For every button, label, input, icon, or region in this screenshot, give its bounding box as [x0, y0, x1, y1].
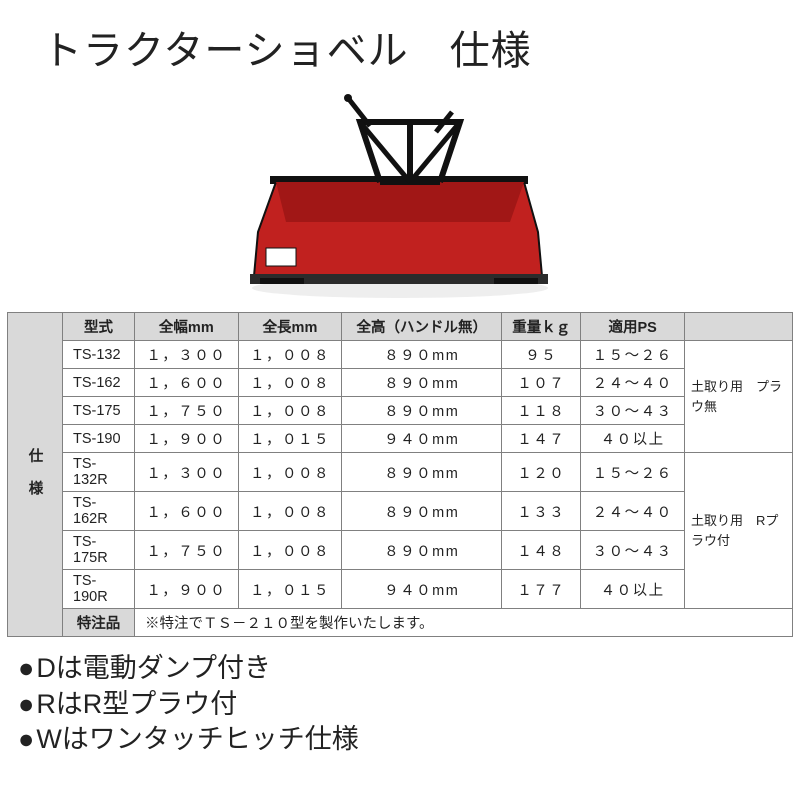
cell-ps: ３０～４３	[581, 397, 685, 425]
cell-ps: ４０以上	[581, 425, 685, 453]
cell-height: ９４０mm	[342, 570, 502, 609]
cell-ps: ２４～４０	[581, 492, 685, 531]
table-row: TS-190R １，９００ １，０１５ ９４０mm １７７ ４０以上	[8, 570, 793, 609]
cell-model: TS-175	[63, 397, 135, 425]
bullet-icon: ●	[18, 687, 34, 723]
cell-note-group2: 土取り用 Rプラウ付	[685, 453, 793, 609]
table-row: TS-162 １，６００ １，００８ ８９０mm １０７ ２４～４０	[8, 369, 793, 397]
cell-height: ８９０mm	[342, 453, 502, 492]
cell-length: １，００８	[238, 397, 342, 425]
cell-length: １，００８	[238, 453, 342, 492]
cell-weight: １３３	[502, 492, 581, 531]
table-row: TS-175 １，７５０ １，００８ ８９０mm １１８ ３０～４３	[8, 397, 793, 425]
cell-width: １，３００	[135, 341, 239, 369]
table-row: TS-132 １，３００ １，００８ ８９０mm ９５ １５～２６ 土取り用 プ…	[8, 341, 793, 369]
cell-length: １，００８	[238, 531, 342, 570]
cell-model: TS-132R	[63, 453, 135, 492]
spec-table-header-row: 仕様 型式 全幅mm 全長mm 全高（ハンドル無） 重量ｋｇ 適用PS	[8, 313, 793, 341]
cell-special-text: ※特注でＴＳ－２１０型を製作いたします。	[135, 609, 793, 637]
cell-height: ８９０mm	[342, 397, 502, 425]
col-model: 型式	[63, 313, 135, 341]
cell-ps: １５～２６	[581, 453, 685, 492]
table-special-row: 特注品 ※特注でＴＳ－２１０型を製作いたします。	[8, 609, 793, 637]
bullet-icon: ●	[18, 722, 34, 758]
cell-height: ８９０mm	[342, 492, 502, 531]
cell-model: TS-162	[63, 369, 135, 397]
cell-model: TS-132	[63, 341, 135, 369]
tractor-shovel-icon	[230, 92, 570, 302]
cell-ps: ３０～４３	[581, 531, 685, 570]
col-ps: 適用PS	[581, 313, 685, 341]
product-illustration	[0, 84, 800, 312]
bullet-icon: ●	[18, 651, 34, 687]
table-row: TS-190 １，９００ １，０１５ ９４０mm １４７ ４０以上	[8, 425, 793, 453]
list-item: ● RはR型プラウ付	[18, 687, 800, 723]
cell-weight: １４８	[502, 531, 581, 570]
list-item: ● Wはワンタッチヒッチ仕様	[18, 722, 800, 758]
cell-width: １，６００	[135, 492, 239, 531]
cell-model: TS-162R	[63, 492, 135, 531]
spec-table: 仕様 型式 全幅mm 全長mm 全高（ハンドル無） 重量ｋｇ 適用PS TS-1…	[7, 312, 793, 637]
cell-width: １，３００	[135, 453, 239, 492]
cell-weight: １４７	[502, 425, 581, 453]
cell-ps: ２４～４０	[581, 369, 685, 397]
cell-height: ８９０mm	[342, 369, 502, 397]
list-item-text: Wはワンタッチヒッチ仕様	[36, 722, 358, 758]
cell-length: １，００８	[238, 341, 342, 369]
table-row: TS-162R １，６００ １，００８ ８９０mm １３３ ２４～４０	[8, 492, 793, 531]
cell-width: １，７５０	[135, 397, 239, 425]
notes-list: ● Dは電動ダンプ付き ● RはR型プラウ付 ● Wはワンタッチヒッチ仕様	[0, 637, 800, 758]
col-weight: 重量ｋｇ	[502, 313, 581, 341]
cell-length: １，００８	[238, 492, 342, 531]
page-title: トラクターショベル 仕様	[0, 0, 800, 84]
cell-width: １，６００	[135, 369, 239, 397]
cell-weight: ９５	[502, 341, 581, 369]
cell-length: １，０１５	[238, 425, 342, 453]
cell-width: １，７５０	[135, 531, 239, 570]
col-width: 全幅mm	[135, 313, 239, 341]
col-note	[685, 313, 793, 341]
cell-model: TS-190R	[63, 570, 135, 609]
cell-ps: ４０以上	[581, 570, 685, 609]
cell-ps: １５～２６	[581, 341, 685, 369]
list-item-text: RはR型プラウ付	[36, 687, 237, 723]
spec-table-vhead: 仕様	[8, 313, 63, 637]
cell-model: TS-190	[63, 425, 135, 453]
cell-width: １，９００	[135, 425, 239, 453]
cell-note-group1: 土取り用 プラウ無	[685, 341, 793, 453]
table-row: TS-132R １，３００ １，００８ ８９０mm １２０ １５～２６ 土取り用…	[8, 453, 793, 492]
cell-weight: １０７	[502, 369, 581, 397]
cell-width: １，９００	[135, 570, 239, 609]
cell-length: １，００８	[238, 369, 342, 397]
list-item-text: Dは電動ダンプ付き	[36, 651, 271, 687]
col-height: 全高（ハンドル無）	[342, 313, 502, 341]
cell-length: １，０１５	[238, 570, 342, 609]
cell-height: ８９０mm	[342, 531, 502, 570]
cell-weight: １２０	[502, 453, 581, 492]
cell-height: ９４０mm	[342, 425, 502, 453]
cell-weight: １１８	[502, 397, 581, 425]
col-length: 全長mm	[238, 313, 342, 341]
list-item: ● Dは電動ダンプ付き	[18, 651, 800, 687]
cell-height: ８９０mm	[342, 341, 502, 369]
cell-special-label: 特注品	[63, 609, 135, 637]
cell-model: TS-175R	[63, 531, 135, 570]
cell-weight: １７７	[502, 570, 581, 609]
table-row: TS-175R １，７５０ １，００８ ８９０mm １４８ ３０～４３	[8, 531, 793, 570]
